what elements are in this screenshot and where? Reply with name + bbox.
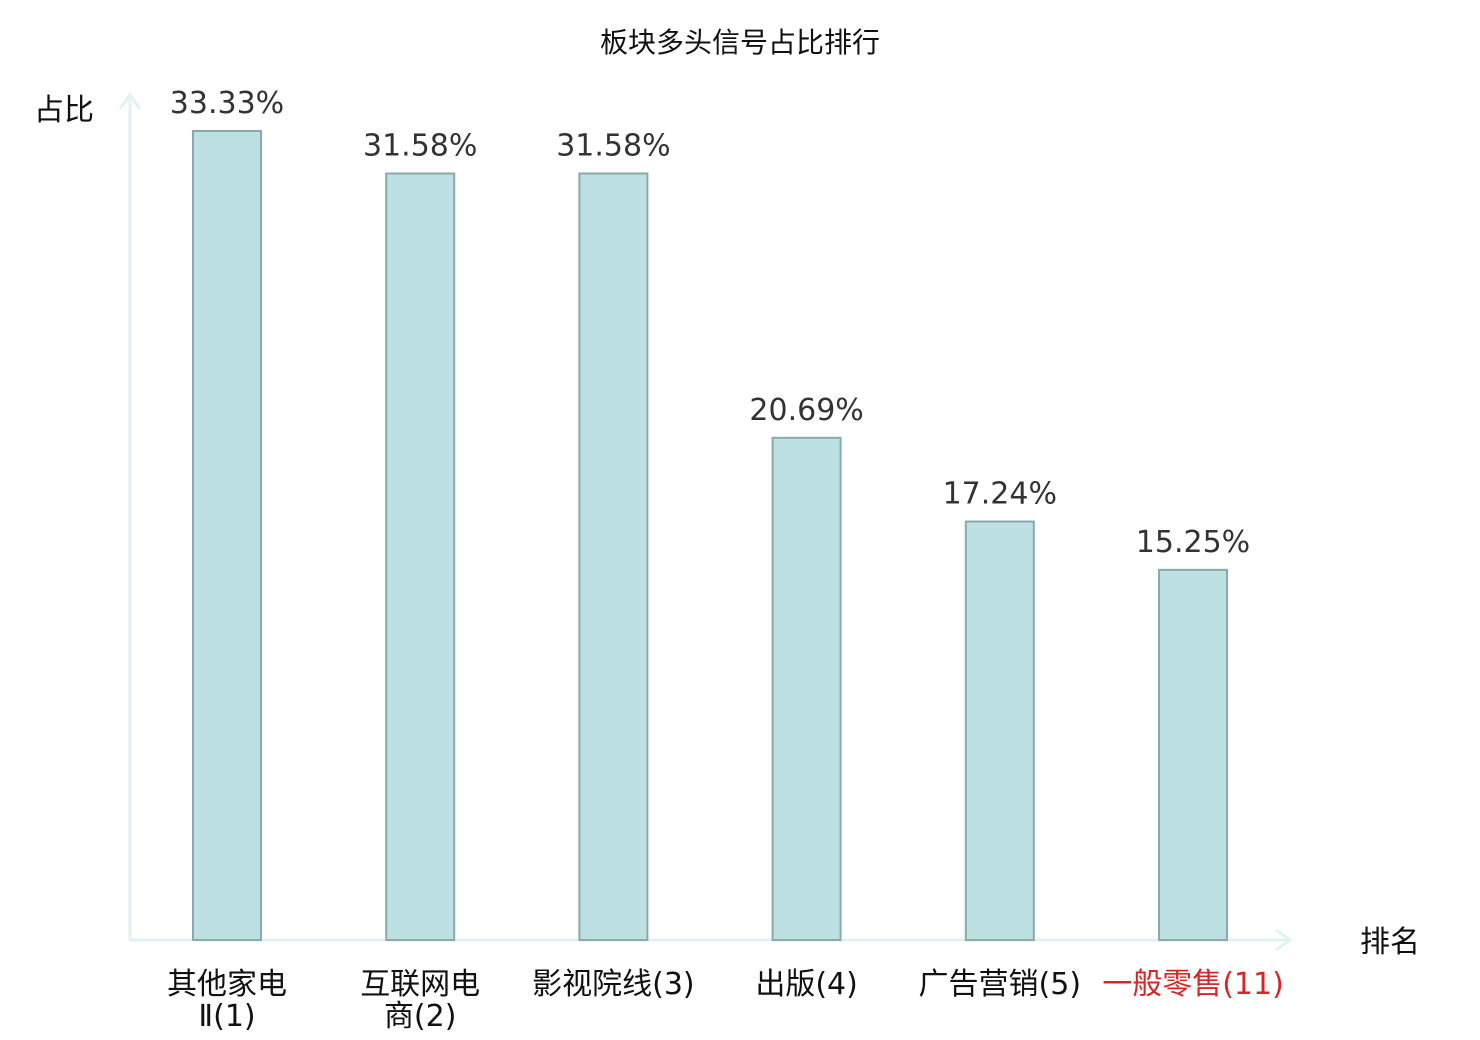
x-axis-label: 排名: [1360, 925, 1420, 960]
bar: [964, 520, 1035, 941]
x-tick-label: 影视院线(3): [532, 967, 695, 1002]
x-axis-arrow-icon: [1275, 928, 1293, 952]
x-tick-label: 互联网电: [360, 967, 480, 1002]
bar-value-label: 33.33%: [170, 86, 284, 121]
axes: [118, 92, 1293, 952]
x-tick-label: 出版(4): [755, 967, 858, 1002]
y-axis-arrow-icon: [118, 92, 142, 110]
x-tick-label: 商(2): [384, 999, 457, 1034]
bar-value-label: 17.24%: [943, 477, 1057, 512]
bars: [192, 130, 1228, 941]
bar-value-label: 31.58%: [556, 128, 670, 163]
bar: [578, 172, 649, 941]
x-tick-label: 广告营销(5): [919, 967, 1082, 1002]
bar: [1158, 568, 1228, 941]
bar: [192, 130, 262, 941]
chart-title: 板块多头信号占比排行: [600, 26, 880, 59]
bar: [771, 436, 842, 941]
x-tick-label: 其他家电: [167, 967, 287, 1002]
x-tick-label: 一般零售(11): [1102, 967, 1284, 1002]
value-labels: 33.33% 31.58% 31.58% 20.69% 17.24% 15.25%: [170, 86, 1250, 560]
bar-value-label: 20.69%: [749, 393, 863, 428]
y-axis-label: 占比: [34, 93, 94, 128]
bar-value-label: 31.58%: [363, 128, 477, 163]
x-tick-label: Ⅱ(1): [198, 999, 255, 1034]
bar: [385, 172, 456, 941]
bar-value-label: 15.25%: [1136, 525, 1250, 560]
